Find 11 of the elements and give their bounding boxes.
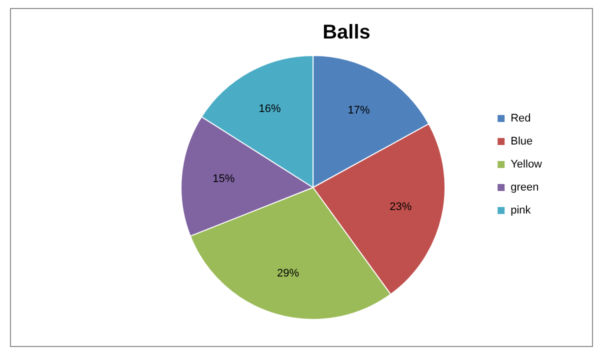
chart-title: Balls <box>322 22 370 44</box>
legend-label: Red <box>510 112 531 125</box>
data-label: 15% <box>212 173 235 186</box>
legend-label: green <box>510 182 539 194</box>
data-label: 17% <box>348 104 370 116</box>
data-label: 29% <box>276 268 300 280</box>
legend-label: Yellow <box>510 158 542 171</box>
data-label: 16% <box>258 102 282 115</box>
data-label: 23% <box>390 201 412 214</box>
legend-label: Blue <box>510 136 533 148</box>
legend-label: pink <box>510 204 532 217</box>
